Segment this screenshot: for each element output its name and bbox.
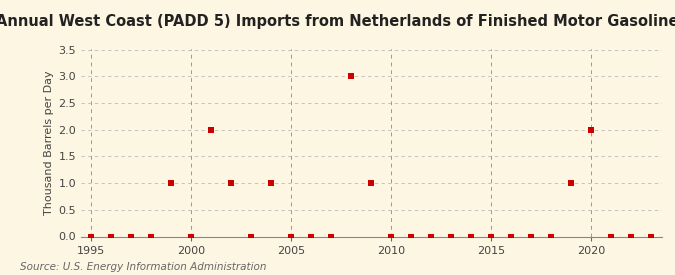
Point — [146, 234, 157, 239]
Point — [225, 181, 236, 185]
Point — [526, 234, 537, 239]
Point — [466, 234, 477, 239]
Point — [506, 234, 517, 239]
Point — [446, 234, 457, 239]
Point — [646, 234, 657, 239]
Point — [546, 234, 557, 239]
Point — [406, 234, 416, 239]
Point — [606, 234, 617, 239]
Point — [246, 234, 256, 239]
Point — [426, 234, 437, 239]
Point — [86, 234, 97, 239]
Point — [105, 234, 116, 239]
Point — [266, 181, 277, 185]
Point — [326, 234, 337, 239]
Point — [286, 234, 296, 239]
Point — [486, 234, 497, 239]
Point — [306, 234, 317, 239]
Point — [126, 234, 136, 239]
Point — [186, 234, 196, 239]
Point — [346, 74, 356, 78]
Text: Source: U.S. Energy Information Administration: Source: U.S. Energy Information Administ… — [20, 262, 267, 272]
Point — [586, 127, 597, 132]
Point — [626, 234, 637, 239]
Point — [386, 234, 397, 239]
Point — [566, 181, 577, 185]
Point — [65, 234, 76, 239]
Point — [366, 181, 377, 185]
Point — [165, 181, 176, 185]
Text: Annual West Coast (PADD 5) Imports from Netherlands of Finished Motor Gasoline: Annual West Coast (PADD 5) Imports from … — [0, 14, 675, 29]
Point — [206, 127, 217, 132]
Y-axis label: Thousand Barrels per Day: Thousand Barrels per Day — [45, 71, 54, 215]
